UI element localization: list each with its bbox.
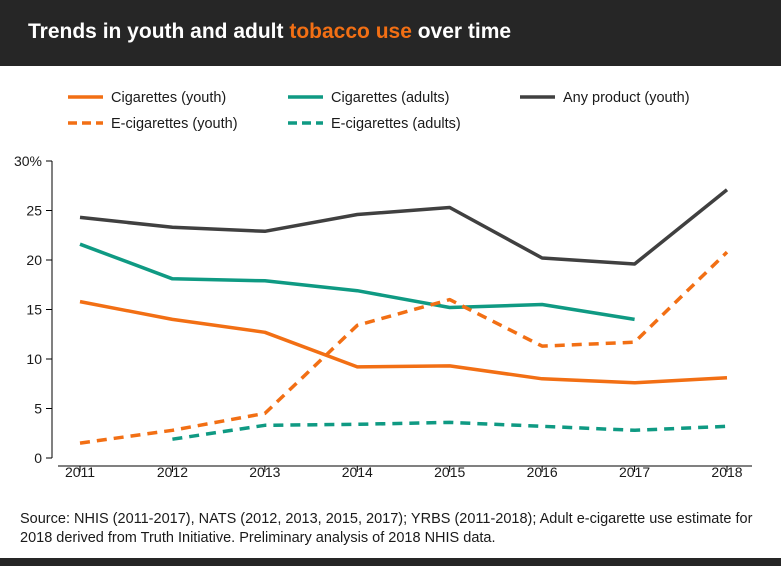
x-tick-label: 2011 <box>65 464 95 480</box>
y-tick-label: 20 <box>26 252 42 268</box>
line-chart: Cigarettes (youth) Cigarettes (adults) Any… <box>14 90 752 480</box>
x-tick-label: 2018 <box>711 464 742 480</box>
x-tick-label: 2012 <box>157 464 188 480</box>
legend-label: Cigarettes (youth) <box>111 90 226 106</box>
series-line-cigarettes-adults <box>79 242 635 322</box>
legend: Cigarettes (youth) Cigarettes (adults) Any… <box>68 90 690 132</box>
x-tick-label: 2014 <box>342 464 373 480</box>
title-highlight: tobacco use <box>289 20 412 43</box>
x-tick-label: 2016 <box>527 464 558 480</box>
title-text-end: over time <box>411 20 512 43</box>
y-tick-label: 5 <box>34 401 42 417</box>
y-tick-label: 10 <box>26 351 42 367</box>
legend-label: E-cigarettes (youth) <box>111 116 238 132</box>
chart-title: Trends in youth and adult tobacco use ov… <box>28 20 511 44</box>
series-lines <box>79 188 729 445</box>
x-tick-label: 2017 <box>619 464 650 480</box>
legend-label: Any product (youth) <box>563 90 690 106</box>
legend-label: E-cigarettes (adults) <box>331 116 461 132</box>
legend-label: Cigarettes (adults) <box>331 90 449 106</box>
x-tick-label: 2015 <box>434 464 465 480</box>
series-line-e-cigarettes-youth <box>79 250 729 445</box>
title-text: Trends in youth and adult <box>28 20 290 43</box>
y-tick-label: 25 <box>26 203 42 219</box>
y-tick-label: 30% <box>14 153 42 169</box>
footer-bar <box>0 558 781 566</box>
y-tick-label: 15 <box>26 302 42 318</box>
series-line-any-product-youth <box>79 188 729 266</box>
chart-area: Cigarettes (youth) Cigarettes (adults) Any… <box>0 66 781 506</box>
x-axis: 2011 2012 2013 2014 2015 2016 2017 2018 <box>58 464 752 480</box>
series-line-cigarettes-youth <box>79 299 728 385</box>
y-axis: 0 5 10 15 20 25 30% <box>14 153 53 466</box>
chart-header: Trends in youth and adult tobacco use ov… <box>0 0 781 66</box>
x-tick-label: 2013 <box>249 464 280 480</box>
y-tick-label: 0 <box>34 450 42 466</box>
series-line-e-cigarettes-adults <box>172 420 728 441</box>
source-note: Source: NHIS (2011-2017), NATS (2012, 20… <box>20 511 753 546</box>
